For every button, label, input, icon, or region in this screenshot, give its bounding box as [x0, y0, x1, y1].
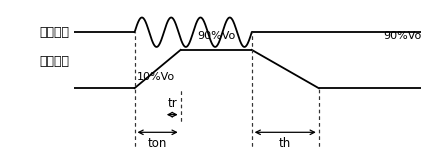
Text: 90%Vo: 90%Vo	[383, 31, 421, 41]
Text: 90%Vo: 90%Vo	[197, 31, 235, 41]
Text: 10%Vo: 10%Vo	[137, 72, 175, 82]
Text: th: th	[279, 137, 291, 150]
Text: 輸入電壓: 輸入電壓	[40, 26, 70, 39]
Text: 輸出電壓: 輸出電壓	[40, 55, 70, 68]
Text: tr: tr	[167, 97, 177, 110]
Text: ton: ton	[148, 137, 167, 150]
